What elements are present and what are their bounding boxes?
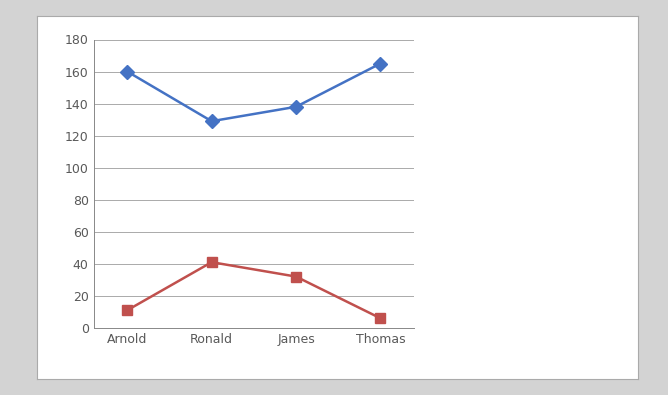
- No. of days present: [292, 104, 300, 109]
- No. of days absent: [124, 308, 132, 312]
- No. of days present: [376, 61, 384, 66]
- No. of days present: [208, 119, 216, 124]
- Line: No. of days absent: No. of days absent: [122, 257, 385, 323]
- Legend: No. of days present, No. of days absent: No. of days present, No. of days absent: [440, 40, 624, 98]
- Line: No. of days present: No. of days present: [122, 59, 385, 126]
- No. of days absent: [292, 274, 300, 279]
- No. of days present: [124, 69, 132, 74]
- No. of days absent: [376, 316, 384, 321]
- No. of days absent: [208, 260, 216, 265]
